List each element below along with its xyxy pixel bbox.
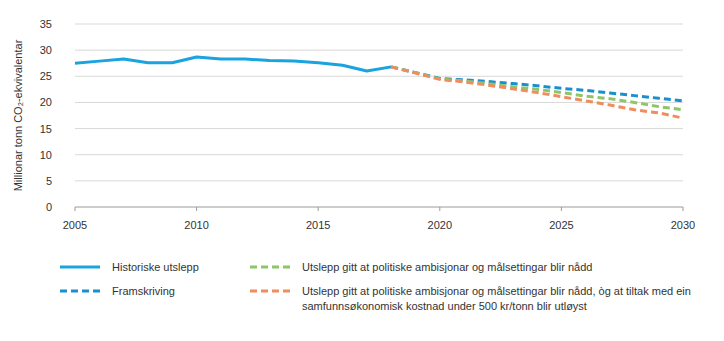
legend-line: Framskriving xyxy=(112,285,175,297)
legend-label: Utslepp gitt at politiske ambisjonar og … xyxy=(302,285,691,312)
legend-swatch xyxy=(250,290,290,293)
grid-line xyxy=(75,180,683,181)
chart: 05101520253035200520102015202020252030Mi… xyxy=(0,0,724,341)
y-tick-label: 0 xyxy=(46,201,52,213)
legend-line: Utslepp gitt at politiske ambisjonar og … xyxy=(302,261,592,273)
y-tick-label: 30 xyxy=(40,44,52,56)
x-tick xyxy=(196,207,197,211)
legend-label: Framskriving xyxy=(112,285,175,297)
series-line xyxy=(75,57,391,71)
x-tick-label: 2005 xyxy=(63,219,87,231)
x-tick-label: 2020 xyxy=(428,219,452,231)
legend-swatch xyxy=(60,290,100,293)
x-tick-label: 2015 xyxy=(306,219,330,231)
series-line xyxy=(391,67,683,101)
grid-line xyxy=(75,207,683,208)
legend-swatch xyxy=(250,266,290,269)
x-tick xyxy=(683,207,684,211)
y-axis-label: Millionar tonn CO₂-ekvivalentar xyxy=(12,39,24,191)
grid-line xyxy=(75,24,683,25)
y-tick-label: 25 xyxy=(40,70,52,82)
x-tick xyxy=(561,207,562,211)
legend-label: Utslepp gitt at politiske ambisjonar og … xyxy=(302,261,592,273)
x-tick xyxy=(439,207,440,211)
y-tick-label: 15 xyxy=(40,123,52,135)
grid-line xyxy=(75,50,683,51)
grid-line xyxy=(75,128,683,129)
grid-line xyxy=(75,76,683,77)
y-tick-label: 10 xyxy=(40,149,52,161)
x-tick xyxy=(318,207,319,211)
x-tick-label: 2010 xyxy=(184,219,208,231)
legend-line: samfunnsøkonomisk kostnad under 500 kr/t… xyxy=(302,300,587,312)
legend-label: Historiske utslepp xyxy=(112,261,199,273)
plot-area xyxy=(75,57,683,118)
series-line xyxy=(391,67,683,118)
series-line xyxy=(391,67,683,110)
x-tick xyxy=(75,207,76,211)
grid-line xyxy=(75,154,683,155)
x-tick-label: 2025 xyxy=(549,219,573,231)
legend-line: Utslepp gitt at politiske ambisjonar og … xyxy=(302,285,691,297)
y-tick-label: 20 xyxy=(40,96,52,108)
y-tick-label: 35 xyxy=(40,18,52,30)
x-tick-label: 2030 xyxy=(671,219,695,231)
y-tick-label: 5 xyxy=(46,175,52,187)
legend-swatch xyxy=(60,266,100,269)
legend-line: Historiske utslepp xyxy=(112,261,199,273)
